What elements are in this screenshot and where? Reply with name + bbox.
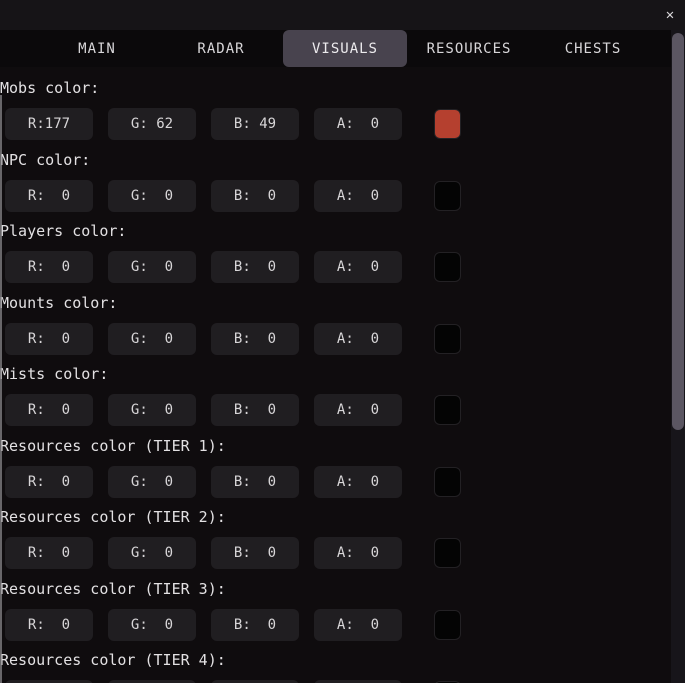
b-field[interactable]: B: 0	[211, 394, 299, 426]
color-swatch[interactable]	[434, 109, 461, 139]
section-label: Resources color (TIER 3):	[0, 579, 226, 598]
section-label: Resources color (TIER 1):	[0, 436, 226, 455]
color-section: Resources color (TIER 1): R: 0 G: 0 B: 0…	[0, 436, 671, 498]
a-field[interactable]: A: 0	[314, 537, 402, 569]
g-field[interactable]	[108, 680, 196, 683]
tab-visuals[interactable]: VISUALS	[283, 30, 407, 67]
rgba-row: R: 0 G: 0 B: 0 A: 0	[0, 608, 671, 641]
tab-main[interactable]: MAIN	[78, 40, 116, 57]
b-field[interactable]: B: 0	[211, 537, 299, 569]
titlebar: ✕	[0, 0, 685, 30]
window-left-border	[0, 95, 2, 683]
g-field[interactable]: G: 0	[108, 608, 196, 641]
color-section: Mobs color: R:177 G: 62 B: 49 A: 0	[0, 80, 671, 140]
a-field[interactable]: A: 0	[314, 179, 402, 212]
color-section: Mounts color: R: 0 G: 0 B: 0 A: 0	[0, 293, 671, 355]
b-field[interactable]: B: 0	[211, 251, 299, 283]
close-button[interactable]: ✕	[665, 7, 675, 23]
r-field[interactable]: R: 0	[5, 322, 93, 355]
tab-resources[interactable]: RESOURCES	[426, 40, 512, 57]
g-field[interactable]: G: 0	[108, 179, 196, 212]
rgba-row: R: 0 G: 0 B: 0 A: 0	[0, 322, 671, 355]
b-field[interactable]: B: 49	[211, 108, 299, 140]
g-field[interactable]: G: 0	[108, 322, 196, 355]
g-field[interactable]: G: 0	[108, 394, 196, 426]
a-field[interactable]: A: 0	[314, 251, 402, 283]
rgba-row: R: 0 G: 0 B: 0 A: 0	[0, 394, 671, 426]
a-field[interactable]	[314, 680, 402, 683]
color-swatch[interactable]	[434, 180, 461, 211]
scrollbar[interactable]	[671, 30, 685, 683]
b-field[interactable]: B: 0	[211, 322, 299, 355]
r-field[interactable]: R: 0	[5, 608, 93, 641]
r-field[interactable]: R: 0	[5, 537, 93, 569]
tab-bar: MAIN RADAR VISUALS RESOURCES CHESTS	[0, 30, 685, 67]
tab-chests[interactable]: CHESTS	[564, 40, 622, 57]
section-label: Mists color:	[0, 365, 109, 383]
rgba-row: R: 0 G: 0 B: 0 A: 0	[0, 179, 671, 212]
color-swatch[interactable]	[434, 538, 461, 568]
r-field[interactable]: R:177	[5, 108, 93, 140]
section-label: Players color:	[0, 222, 127, 240]
rgba-row	[0, 680, 671, 683]
b-field[interactable]	[211, 680, 299, 683]
section-label: Resources color (TIER 2):	[0, 508, 226, 526]
g-field[interactable]: G: 62	[108, 108, 196, 140]
b-field[interactable]: B: 0	[211, 465, 299, 498]
color-swatch[interactable]	[434, 323, 461, 354]
section-label: Mobs color:	[0, 79, 100, 97]
a-field[interactable]: A: 0	[314, 394, 402, 426]
section-label: NPC color:	[0, 150, 91, 169]
color-swatch[interactable]	[434, 609, 461, 640]
rgba-row: R: 0 G: 0 B: 0 A: 0	[0, 465, 671, 498]
r-field[interactable]: R: 0	[5, 179, 93, 212]
color-section: Resources color (TIER 3): R: 0 G: 0 B: 0…	[0, 579, 671, 641]
a-field[interactable]: A: 0	[314, 322, 402, 355]
section-label: Resources color (TIER 4):	[0, 651, 226, 669]
g-field[interactable]: G: 0	[108, 537, 196, 569]
rgba-row: R: 0 G: 0 B: 0 A: 0	[0, 251, 671, 283]
b-field[interactable]: B: 0	[211, 179, 299, 212]
r-field[interactable]: R: 0	[5, 465, 93, 498]
rgba-row: R: 0 G: 0 B: 0 A: 0	[0, 537, 671, 569]
a-field[interactable]: A: 0	[314, 108, 402, 140]
color-sections: Mobs color: R:177 G: 62 B: 49 A: 0 NPC c…	[0, 80, 671, 683]
r-field[interactable]	[5, 680, 93, 683]
a-field[interactable]: A: 0	[314, 465, 402, 498]
rgba-row: R:177 G: 62 B: 49 A: 0	[0, 108, 671, 140]
section-label: Mounts color:	[0, 293, 118, 312]
color-swatch[interactable]	[434, 395, 461, 425]
visuals-tab-content: Mobs color: R:177 G: 62 B: 49 A: 0 NPC c…	[0, 67, 671, 683]
r-field[interactable]: R: 0	[5, 394, 93, 426]
color-section: Mists color: R: 0 G: 0 B: 0 A: 0	[0, 366, 671, 426]
tab-radar[interactable]: RADAR	[197, 40, 245, 57]
g-field[interactable]: G: 0	[108, 465, 196, 498]
color-swatch[interactable]	[434, 252, 461, 282]
color-section: Resources color (TIER 2): R: 0 G: 0 B: 0…	[0, 509, 671, 569]
color-section: Resources color (TIER 4):	[0, 652, 671, 683]
g-field[interactable]: G: 0	[108, 251, 196, 283]
r-field[interactable]: R: 0	[5, 251, 93, 283]
a-field[interactable]: A: 0	[314, 608, 402, 641]
color-swatch[interactable]	[434, 466, 461, 497]
scrollbar-thumb[interactable]	[672, 33, 684, 430]
color-section: Players color: R: 0 G: 0 B: 0 A: 0	[0, 223, 671, 283]
color-section: NPC color: R: 0 G: 0 B: 0 A: 0	[0, 150, 671, 212]
b-field[interactable]: B: 0	[211, 608, 299, 641]
